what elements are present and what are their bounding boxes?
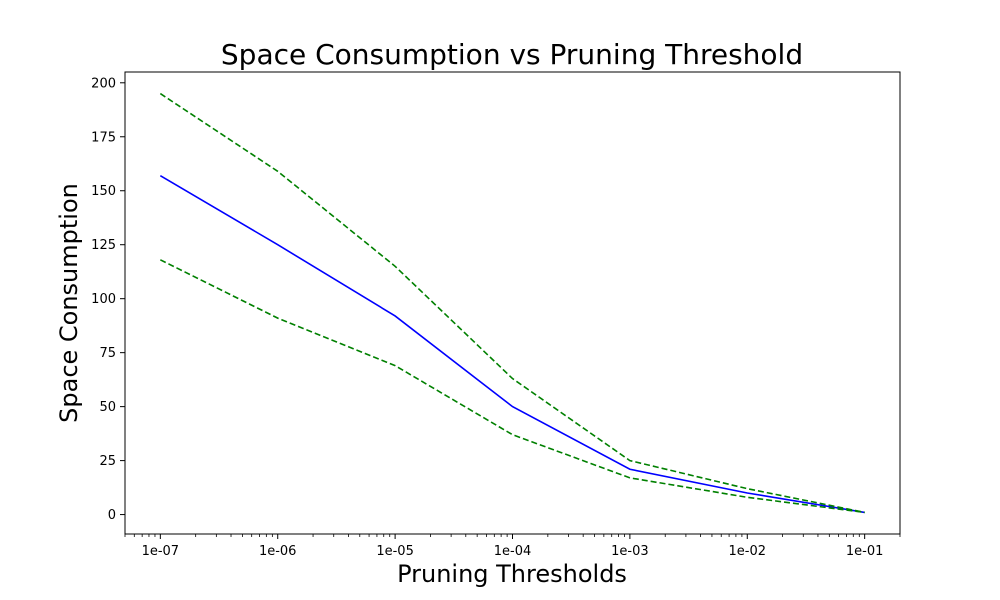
x-tick-label: 1e-02 — [729, 544, 767, 559]
x-tick-label: 1e-01 — [846, 544, 884, 559]
plot-frame — [124, 71, 901, 535]
y-tick-label: 75 — [99, 346, 116, 361]
series-line-1 — [159, 92, 865, 514]
plot-area — [159, 92, 865, 514]
series-line-2 — [159, 259, 865, 514]
x-tick-label: 1e-06 — [259, 544, 297, 559]
y-tick-label: 125 — [91, 238, 116, 253]
y-tick-label: 50 — [99, 400, 116, 415]
x-axis: 1e-07 1e-06 1e-05 1e-04 1e-03 1e-02 1e-01 — [124, 534, 901, 559]
x-tick-label: 1e-05 — [376, 544, 414, 559]
y-tick-label: 200 — [91, 76, 116, 91]
x-tick-label: 1e-07 — [142, 544, 180, 559]
y-tick-label: 25 — [99, 454, 116, 469]
y-tick-label: 0 — [108, 508, 116, 523]
x-axis-label: Pruning Thresholds — [397, 560, 627, 588]
chart-title: Space Consumption vs Pruning Threshold — [221, 38, 803, 71]
y-tick-label: 150 — [91, 184, 116, 199]
y-tick-label: 100 — [91, 292, 116, 307]
y-tick-label: 175 — [91, 130, 116, 145]
x-tick-label: 1e-03 — [611, 544, 649, 559]
x-tick-label: 1e-04 — [494, 544, 532, 559]
y-axis: 0 25 50 75 100 125 150 175 200 — [91, 76, 125, 523]
series-line-0 — [159, 174, 865, 514]
y-axis-label: Space Consumption — [55, 183, 83, 423]
